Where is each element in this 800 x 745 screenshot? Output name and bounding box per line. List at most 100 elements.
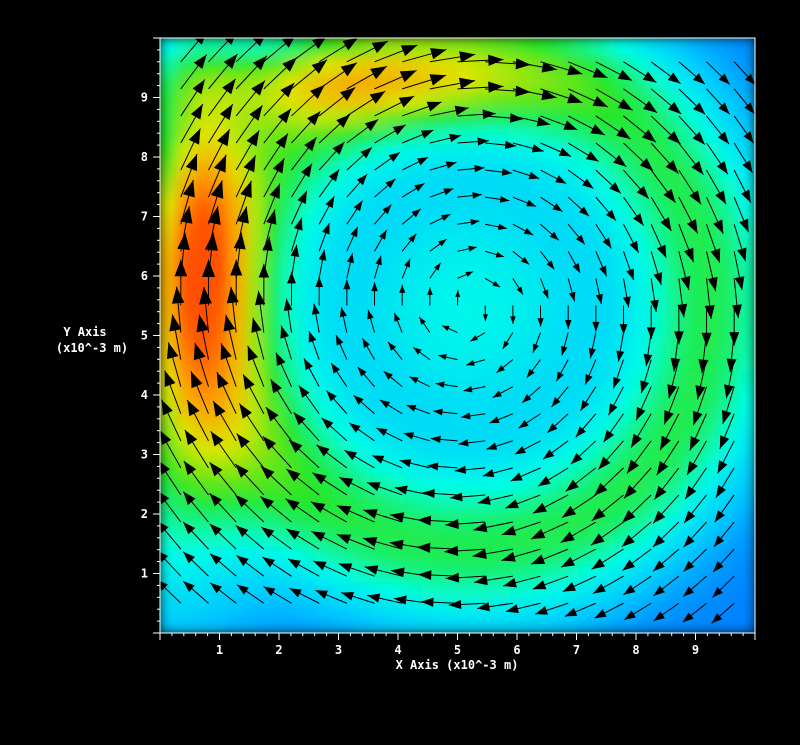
vector-arrow <box>532 494 569 514</box>
vector-arrow <box>733 115 755 144</box>
color-cell <box>719 54 739 74</box>
vector-arrow <box>260 526 292 550</box>
color-cell <box>386 142 406 162</box>
color-cell <box>211 509 231 529</box>
color-cell <box>509 439 529 459</box>
color-cell <box>299 264 319 284</box>
color-cell <box>701 439 721 459</box>
vector-arrow <box>623 169 650 200</box>
color-cell <box>736 299 755 319</box>
x-tick-label: 4 <box>394 643 401 657</box>
vector-arrow <box>201 259 216 306</box>
vector-arrow <box>416 542 458 553</box>
color-cell <box>229 89 249 109</box>
color-cell <box>229 509 249 529</box>
color-cell <box>666 579 686 599</box>
color-cell <box>334 317 354 337</box>
color-cell <box>281 597 301 617</box>
color-cell <box>439 527 459 547</box>
color-cell <box>334 72 354 92</box>
color-cell <box>351 597 371 617</box>
color-cell <box>299 527 319 547</box>
color-cell <box>509 317 529 337</box>
color-cell <box>160 597 179 617</box>
x-axis-title: X Axis (x10^-3 m) <box>396 658 519 672</box>
color-cell <box>509 177 529 197</box>
vector-arrow <box>505 602 541 614</box>
color-cell <box>386 107 406 127</box>
color-cell <box>211 54 231 74</box>
vector-arrow <box>650 224 667 259</box>
color-cell <box>561 369 581 389</box>
vector-arrow <box>706 196 724 235</box>
y-tick-label: 7 <box>141 210 148 224</box>
color-cell <box>316 457 336 477</box>
vector-arrow <box>286 528 320 550</box>
color-cell <box>509 194 529 214</box>
vector-arrow <box>560 521 597 544</box>
vector-arrow <box>235 155 257 198</box>
color-cell <box>666 299 686 319</box>
color-cell <box>246 474 266 494</box>
vector-arrow <box>291 136 317 171</box>
color-cell <box>246 527 266 547</box>
vector-arrow <box>208 103 234 144</box>
vector-arrow <box>160 522 182 550</box>
color-cell <box>649 492 669 512</box>
color-cell <box>719 299 739 319</box>
vector-arrow <box>567 61 608 79</box>
vector-arrow <box>460 412 486 420</box>
vector-arrow <box>530 548 569 565</box>
color-cell <box>334 352 354 372</box>
color-cell <box>456 614 476 633</box>
color-cell <box>176 527 196 547</box>
vector-arrow <box>318 114 351 144</box>
color-cell <box>404 299 424 319</box>
color-cell <box>421 194 441 214</box>
vector-arrow <box>346 90 386 117</box>
vector-arrow <box>445 572 486 583</box>
vector-arrow <box>263 183 281 225</box>
vector-arrow <box>512 115 551 127</box>
vector-arrow <box>346 40 389 63</box>
vector-arrow <box>584 359 597 385</box>
color-cell <box>456 579 476 599</box>
color-cell <box>281 317 301 337</box>
vector-arrow <box>209 553 237 577</box>
vector-arrow <box>731 278 742 319</box>
color-cell <box>316 404 336 424</box>
vector-arrow <box>401 233 417 252</box>
color-cell <box>579 38 599 57</box>
color-cell <box>544 282 564 302</box>
color-cell <box>701 387 721 407</box>
color-cell <box>684 352 704 372</box>
vector-arrow <box>371 454 403 469</box>
color-cell <box>666 142 686 162</box>
color-cell <box>474 369 494 389</box>
vector-arrow <box>182 521 209 550</box>
color-cell <box>456 352 476 372</box>
vector-arrow <box>595 196 617 222</box>
color-cell <box>176 334 196 354</box>
vector-arrows <box>160 38 755 624</box>
vector-arrow <box>484 277 501 288</box>
vector-arrow <box>717 440 735 474</box>
color-cell <box>160 54 179 74</box>
vector-arrow <box>429 105 469 117</box>
vector-arrow <box>593 467 624 497</box>
y-tick-label: 4 <box>141 388 148 402</box>
color-cell <box>386 317 406 337</box>
color-cell <box>491 422 511 442</box>
color-map <box>160 38 755 633</box>
color-cell <box>211 299 231 319</box>
vector-arrow <box>230 259 243 306</box>
color-cell <box>194 439 214 459</box>
vector-arrow <box>182 491 209 523</box>
color-cell <box>649 369 669 389</box>
vector-arrow <box>678 88 706 115</box>
color-cell <box>736 317 755 337</box>
color-cell <box>334 597 354 617</box>
color-cell <box>649 38 669 57</box>
color-cell <box>229 194 249 214</box>
color-cell <box>544 404 564 424</box>
